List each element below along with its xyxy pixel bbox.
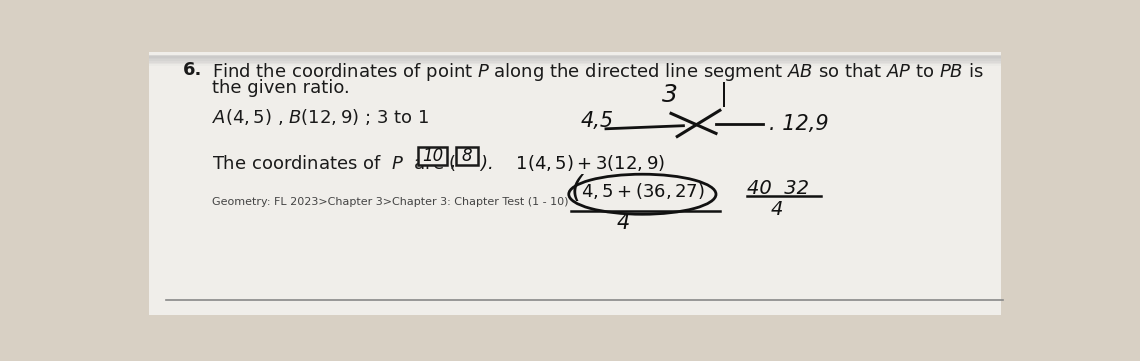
Text: 6.: 6. — [182, 61, 202, 79]
Text: Find the coordinates of point $P$ along the directed line segment $AB$ so that $: Find the coordinates of point $P$ along … — [212, 61, 984, 83]
Text: 40  32: 40 32 — [747, 179, 809, 198]
FancyBboxPatch shape — [148, 55, 1001, 58]
Text: $4,5 + (36,27)$: $4,5 + (36,27)$ — [580, 181, 705, 201]
FancyBboxPatch shape — [148, 58, 1001, 61]
Text: ).    $1(4,5) + 3 (12,9)$: ). $1(4,5) + 3 (12,9)$ — [479, 153, 665, 173]
Text: 4,5: 4,5 — [580, 111, 613, 131]
FancyBboxPatch shape — [148, 56, 1001, 60]
Text: the given ratio.: the given ratio. — [212, 79, 350, 97]
Text: $A(4, 5)$ , $B(12, 9)$ ; 3 to 1: $A(4, 5)$ , $B(12, 9)$ ; 3 to 1 — [212, 107, 429, 127]
FancyBboxPatch shape — [417, 147, 447, 165]
FancyBboxPatch shape — [148, 52, 1001, 315]
FancyBboxPatch shape — [148, 60, 1001, 62]
FancyBboxPatch shape — [148, 62, 1001, 66]
FancyBboxPatch shape — [456, 147, 478, 165]
Text: 10: 10 — [422, 147, 443, 165]
Text: . 12,9: . 12,9 — [768, 114, 829, 134]
Text: ,: , — [449, 153, 455, 171]
Text: (: ( — [571, 174, 583, 203]
Text: Geometry: FL 2023>Chapter 3>Chapter 3: Chapter Test (1 - 10): Geometry: FL 2023>Chapter 3>Chapter 3: C… — [212, 196, 569, 206]
Text: |: | — [719, 82, 727, 108]
Text: 8: 8 — [462, 147, 473, 165]
FancyBboxPatch shape — [148, 61, 1001, 64]
Text: 4: 4 — [771, 200, 783, 219]
Text: 3: 3 — [661, 83, 677, 107]
Text: 4: 4 — [617, 213, 629, 234]
Text: The coordinates of  $P$  are (: The coordinates of $P$ are ( — [212, 153, 457, 173]
